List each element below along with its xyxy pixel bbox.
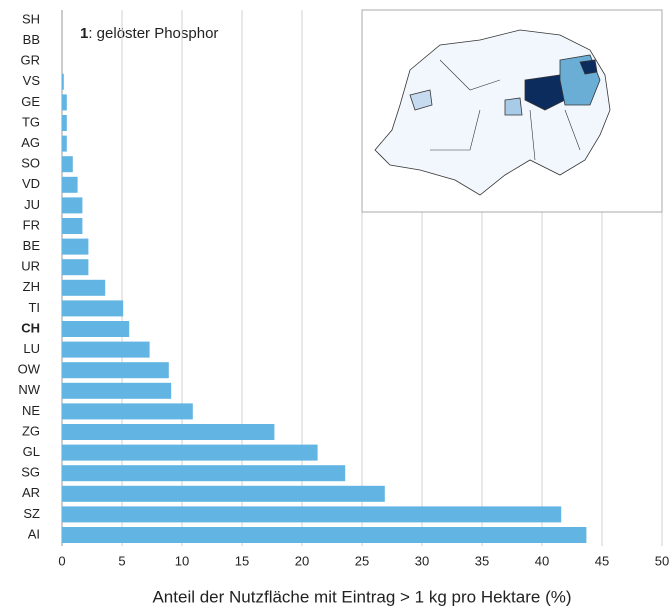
bar [62, 156, 73, 173]
map-region-dark [524, 74, 566, 111]
y-tick-label: AG [21, 135, 40, 150]
map-inset [361, 9, 663, 213]
bar [62, 424, 275, 440]
bar [62, 279, 106, 296]
y-tick-label: GL [23, 444, 40, 459]
bar [62, 485, 385, 502]
x-tick-label: 50 [655, 553, 669, 568]
bar [62, 197, 83, 214]
x-tick-label: 10 [175, 553, 189, 568]
x-tick-label: 0 [58, 553, 65, 568]
y-tick-label: NE [22, 403, 40, 418]
y-tick-label: CH [21, 320, 40, 335]
y-tick-label: LU [23, 341, 40, 356]
bar [62, 527, 587, 543]
annotation: 1: gelöster Phosphor [80, 25, 218, 42]
x-tick-label: 45 [595, 553, 609, 568]
y-tick-label: SH [22, 11, 40, 26]
map-borders [430, 59, 581, 161]
bar [62, 465, 346, 482]
y-tick-label: SO [21, 156, 40, 171]
x-tick-label: 5 [118, 553, 125, 568]
y-tick-label: JU [24, 197, 40, 212]
y-tick-label: BB [23, 32, 40, 47]
bar [62, 341, 150, 358]
y-tick-label: TI [28, 300, 40, 315]
x-tick-label: 30 [415, 553, 429, 568]
y-tick-label: AR [22, 485, 40, 500]
x-axis-label: Anteil der Nutzfläche mit Eintrag > 1 kg… [152, 587, 571, 606]
y-tick-label: ZG [22, 423, 40, 438]
map-switzerland [374, 29, 611, 196]
map-region-light [409, 89, 433, 111]
y-tick-label: OW [18, 362, 41, 377]
y-tick-label: VD [22, 176, 40, 191]
y-tick-label: FR [23, 217, 40, 232]
map-region-dark [579, 59, 598, 75]
map-region-light [504, 97, 523, 116]
y-tick-label: BE [23, 238, 41, 253]
y-tick-label: SG [21, 465, 40, 480]
bar [62, 403, 193, 420]
y-tick-label: GE [21, 94, 40, 109]
bar [62, 115, 67, 131]
bar [62, 382, 172, 399]
y-tick-label: UR [21, 259, 40, 274]
bar [62, 259, 89, 276]
bar [62, 73, 64, 90]
annotation-text: : gelöster Phosphor [88, 25, 218, 42]
bar [62, 300, 124, 317]
y-tick-label: NW [18, 382, 40, 397]
y-tick-label: TG [22, 114, 40, 129]
y-tick-label: ZH [23, 279, 40, 294]
x-tick-label: 20 [295, 553, 309, 568]
y-tick-label: AI [28, 526, 40, 541]
y-tick-label: GR [21, 53, 41, 68]
x-tick-label: 40 [535, 553, 549, 568]
annotation-number: 1 [80, 25, 88, 42]
y-tick-label: VS [23, 73, 41, 88]
bar [62, 321, 130, 337]
x-tick-label: 25 [355, 553, 369, 568]
y-tick-label: SZ [23, 506, 40, 521]
bar [62, 218, 83, 234]
bar [62, 238, 89, 255]
bar [62, 506, 562, 523]
bar [62, 176, 78, 193]
bar [62, 135, 67, 152]
x-tick-label: 35 [475, 553, 489, 568]
bar [62, 94, 67, 111]
bar [62, 362, 169, 379]
bar [62, 444, 318, 461]
x-tick-label: 15 [235, 553, 249, 568]
